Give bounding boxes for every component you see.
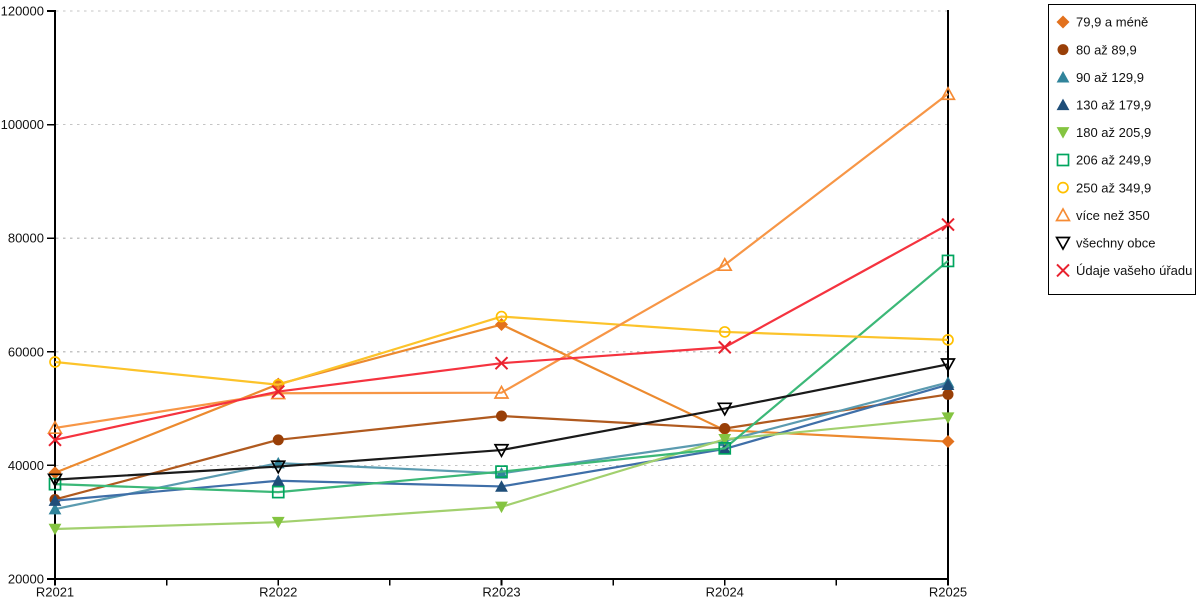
series-9	[48, 217, 955, 447]
series-marker	[716, 256, 733, 272]
series-marker	[496, 410, 507, 422]
series-marker	[718, 442, 732, 455]
series-marker	[272, 378, 285, 391]
legend-item-8: všechny obce	[1055, 236, 1156, 251]
series-marker	[941, 217, 955, 232]
x-legend-icon	[1056, 263, 1070, 278]
y-tick-label: 20000	[8, 572, 44, 587]
series-line	[54, 260, 949, 494]
series-marker	[271, 485, 285, 499]
legend-item-9: Údaje vašeho úřadu	[1056, 263, 1192, 278]
circle-legend-icon	[1057, 181, 1069, 194]
series-marker	[494, 356, 509, 370]
circle-legend-icon	[1057, 44, 1069, 56]
y-tick-label: 60000	[8, 344, 44, 359]
legend-item-4: 180 až 205,9	[1056, 125, 1151, 140]
legend-label: 80 až 89,9	[1076, 42, 1137, 57]
legend-label: 90 až 129,9	[1076, 70, 1144, 85]
series-line	[54, 315, 949, 386]
triangle-down-legend-icon	[1056, 127, 1070, 139]
gridlines	[56, 10, 948, 466]
series-marker	[941, 254, 955, 268]
series-5	[48, 254, 955, 499]
x-tick-label: R2025	[929, 585, 967, 600]
diamond-legend-icon	[1056, 15, 1070, 29]
series-4	[48, 412, 955, 536]
series-marker	[495, 501, 508, 514]
x-tick-label: R2021	[36, 585, 74, 600]
y-tick-label: 80000	[8, 231, 44, 246]
triangle-up-legend-icon	[1056, 71, 1070, 83]
series-marker	[718, 433, 732, 446]
x-tick-label: R2022	[259, 585, 297, 600]
triangle-down-legend-icon	[1055, 236, 1071, 251]
series-marker	[940, 85, 956, 101]
legend-label: Údaje vašeho úřadu	[1076, 263, 1192, 278]
legend-item-6: 250 až 349,9	[1057, 180, 1151, 195]
legend-item-1: 80 až 89,9	[1057, 42, 1137, 57]
x-tick-label: R2023	[482, 585, 520, 600]
series-8	[47, 358, 956, 488]
legend-label: 130 až 179,9	[1076, 98, 1151, 113]
series-marker	[493, 384, 510, 399]
series-marker	[941, 378, 955, 391]
legend-item-5: 206 až 249,9	[1056, 153, 1151, 168]
series-marker	[495, 467, 508, 479]
series-marker	[271, 474, 285, 487]
series-marker	[49, 356, 61, 368]
legend-item-3: 130 až 179,9	[1056, 98, 1151, 113]
series-marker	[942, 388, 954, 400]
series-marker	[270, 460, 287, 475]
series-marker	[48, 523, 62, 536]
series-marker	[719, 422, 731, 434]
series-marker	[48, 494, 62, 506]
legend-box	[1047, 3, 1197, 296]
series-marker	[47, 419, 63, 435]
series-line	[54, 363, 949, 481]
series-marker	[495, 310, 508, 323]
series-6	[49, 310, 954, 391]
legend-label: 79,9 a méně	[1076, 15, 1148, 30]
series-marker	[48, 502, 62, 515]
square-legend-icon	[1056, 153, 1070, 167]
legend-item-2: 90 až 129,9	[1056, 70, 1144, 85]
triangle-up-legend-icon	[1056, 98, 1070, 111]
series-group	[47, 85, 956, 536]
series-marker	[271, 516, 285, 529]
y-tick-label: 120000	[1, 4, 44, 19]
legend-label: 180 až 205,9	[1076, 125, 1151, 140]
y-tick-label: 100000	[1, 117, 44, 132]
series-7	[47, 85, 956, 435]
series-line	[54, 93, 949, 429]
legend-label: více než 350	[1076, 208, 1150, 223]
series-marker	[940, 358, 956, 373]
series-marker	[495, 465, 508, 478]
axes: 20000 40000 60000 80000 100000 120000 R2021 R20…	[1, 4, 968, 600]
series-marker	[272, 434, 284, 446]
series-marker	[941, 412, 955, 424]
series-marker	[48, 466, 62, 480]
series-marker	[47, 473, 63, 488]
series-marker	[716, 402, 733, 417]
triangle-up-legend-icon	[1055, 207, 1071, 222]
legend-item-7: více než 350	[1055, 207, 1150, 223]
legend: 79,9 a méně 80 až 89,9 90 až 129,9 130 až 1…	[1047, 3, 1197, 296]
legend-item-0: 79,9 a méně	[1056, 15, 1148, 30]
y-tick-label: 40000	[8, 458, 44, 473]
legend-label: všechny obce	[1076, 236, 1156, 251]
x-tick-label: R2024	[706, 585, 744, 600]
series-marker	[271, 384, 285, 399]
series-marker	[493, 443, 510, 459]
series-marker	[941, 435, 955, 449]
series-marker	[718, 326, 731, 338]
legend-label: 206 až 249,9	[1076, 153, 1151, 168]
series-marker	[718, 340, 732, 354]
series-marker	[48, 433, 62, 447]
series-marker	[495, 480, 508, 492]
series-marker	[942, 334, 954, 346]
legend-label: 250 až 349,9	[1076, 180, 1151, 195]
